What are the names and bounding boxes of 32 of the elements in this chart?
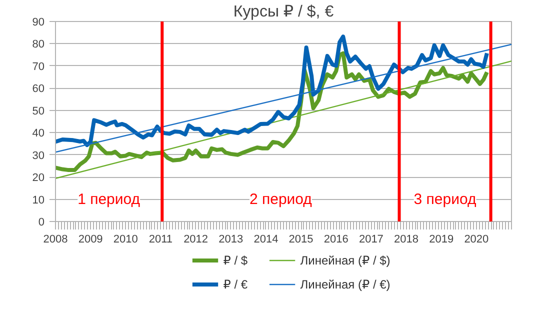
y-tick-label: 30 [32, 150, 45, 162]
x-tick-label: 2010 [113, 234, 138, 246]
y-tick-label: 90 [32, 16, 45, 28]
y-tick-label: 0 [38, 216, 45, 228]
annotation: 1 период [78, 191, 140, 208]
x-tick-label: 2011 [148, 234, 173, 246]
legend-label: ₽ / € [223, 278, 248, 292]
x-tick-label: 2020 [464, 234, 489, 246]
x-tick-label: 2018 [394, 234, 419, 246]
x-tick-label: 2019 [429, 234, 454, 246]
x-tick-label: 2009 [78, 234, 103, 246]
legend-label: ₽ / $ [223, 254, 248, 268]
y-tick-label: 50 [32, 105, 45, 118]
x-tick-label: 2013 [218, 234, 244, 246]
y-tick-label: 80 [32, 38, 45, 51]
legend-label: Линейная (₽ / $) [300, 254, 390, 268]
legend-label: Линейная (₽ / €) [300, 278, 390, 292]
x-tick-label: 2014 [254, 234, 278, 246]
y-tick-label: 10 [32, 194, 45, 206]
y-tick-label: 60 [32, 83, 45, 96]
x-tick-label: 2008 [43, 234, 68, 246]
x-tick-label: 2016 [324, 234, 348, 246]
annotation: 2 период [249, 191, 312, 208]
line-series [56, 34, 489, 148]
x-tick-label: 2012 [184, 234, 208, 246]
chart-title: Курсы ₽ / $, € [233, 4, 334, 20]
x-tick-label: 2015 [288, 234, 314, 246]
annotation: 3 период [414, 191, 477, 208]
y-tick-label: 40 [32, 128, 45, 140]
x-tick-label: 2017 [358, 234, 384, 246]
y-tick-label: 70 [32, 60, 45, 73]
y-tick-label: 20 [32, 172, 45, 184]
